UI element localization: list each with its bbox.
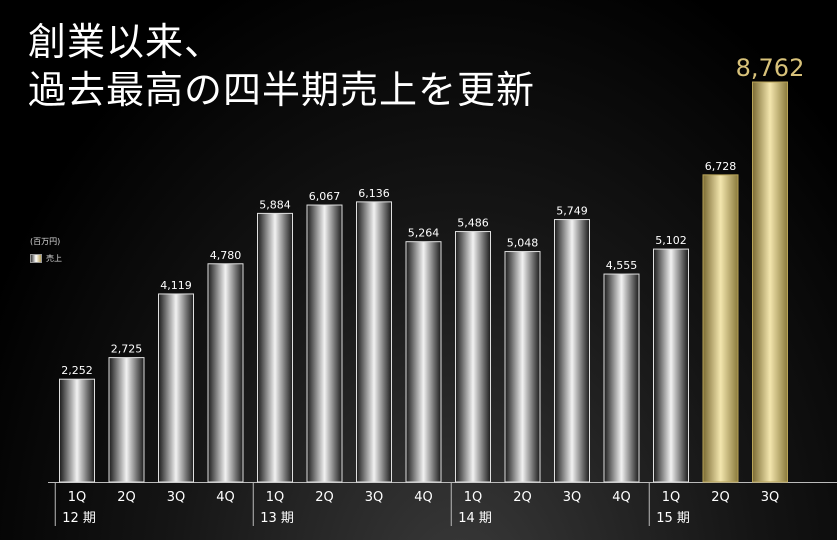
bar (455, 231, 491, 483)
data-label: 5,102 (655, 234, 687, 247)
bar (554, 219, 590, 483)
x-tick-label: 1Q (662, 490, 681, 505)
bar (306, 204, 343, 483)
data-label: 5,884 (259, 198, 291, 211)
data-label: 4,119 (160, 279, 192, 292)
bar (108, 357, 145, 483)
bar (603, 273, 640, 483)
x-tick-label: 4Q (216, 490, 235, 505)
x-tick-label: 1Q (68, 490, 87, 505)
data-label: 5,749 (556, 205, 588, 218)
bar (405, 241, 442, 483)
x-tick-label: 2Q (117, 490, 136, 505)
data-label: 6,136 (358, 187, 390, 200)
data-label: 4,780 (210, 249, 242, 262)
data-label: 8,762 (736, 54, 805, 82)
data-label: 6,728 (705, 160, 737, 173)
bar (257, 212, 293, 483)
group-label: 12 期 (62, 511, 96, 526)
bar (59, 378, 95, 483)
x-tick-label: 3Q (167, 490, 186, 505)
title-line-2: 過去最高の四半期売上を更新 (28, 68, 536, 112)
data-label: 6,067 (309, 190, 341, 203)
bar (702, 174, 739, 483)
x-tick-label: 4Q (612, 490, 631, 505)
x-tick-label: 2Q (711, 490, 730, 505)
bar (752, 81, 788, 483)
bar (653, 248, 689, 483)
bar (207, 263, 244, 483)
legend-swatch (30, 254, 42, 263)
bar (504, 251, 541, 483)
x-tick-label: 1Q (266, 490, 285, 505)
data-label: 4,555 (606, 259, 638, 272)
legend: (百万円) 売上 (30, 236, 62, 264)
bar (356, 201, 392, 483)
chart-title: 創業以来、 過去最高の四半期売上を更新 (28, 18, 535, 114)
title-line-1: 創業以来、 (28, 20, 224, 64)
x-tick-label: 2Q (315, 490, 334, 505)
x-tick-label: 2Q (513, 490, 532, 505)
group-label: 13 期 (260, 511, 294, 526)
x-tick-label: 3Q (563, 490, 582, 505)
x-tick-label: 3Q (365, 490, 384, 505)
group-label: 14 期 (458, 511, 492, 526)
data-label: 2,252 (61, 364, 93, 377)
x-tick-label: 4Q (414, 490, 433, 505)
x-tick-label: 1Q (464, 490, 483, 505)
data-label: 5,486 (457, 217, 489, 230)
x-tick-label: 3Q (761, 490, 780, 505)
group-label: 15 期 (656, 511, 690, 526)
data-label: 5,264 (408, 227, 440, 240)
legend-series-label: 売上 (46, 254, 62, 263)
data-label: 5,048 (507, 237, 539, 250)
data-label: 2,725 (111, 343, 143, 356)
unit-label: (百万円) (30, 237, 61, 246)
bar (158, 293, 194, 483)
